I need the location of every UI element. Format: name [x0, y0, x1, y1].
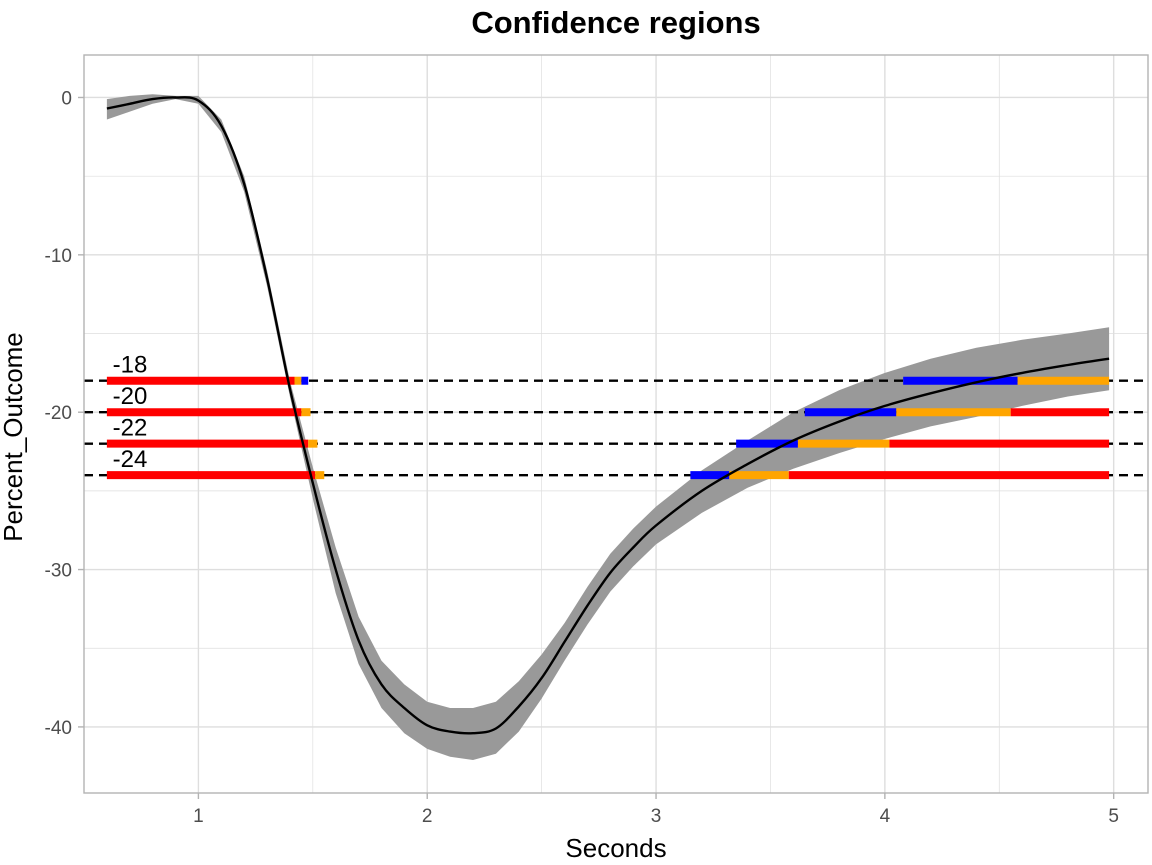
reference-line-label: -20 — [113, 383, 148, 410]
reference-line-label: -22 — [113, 415, 148, 442]
x-tick-label: 2 — [422, 806, 433, 827]
x-tick-label: 4 — [880, 806, 891, 827]
y-tick-label: 0 — [61, 88, 72, 109]
grid-layer — [83, 55, 1148, 793]
confidence-ribbon — [106, 94, 1110, 761]
y-tick-label: -10 — [45, 246, 72, 267]
curve-layer — [106, 96, 1110, 735]
x-tick-label: 1 — [193, 806, 204, 827]
y-tick-label: -20 — [45, 403, 72, 424]
x-tick-label: 5 — [1108, 806, 1119, 827]
y-tick-label: -40 — [45, 718, 72, 739]
panel-border — [83, 54, 1149, 794]
chart-title: Confidence regions — [471, 5, 760, 40]
tick-layer: 1 2 3 4 5 0 -10 -20 -30 -40 — [45, 88, 1119, 827]
reference-lines-layer: -18 -20 -22 -24 — [84, 352, 1148, 480]
y-tick-label: -30 — [45, 561, 72, 582]
x-axis-title: Seconds — [565, 833, 666, 863]
x-tick-label: 3 — [651, 806, 662, 827]
reference-line-label: -18 — [113, 352, 148, 379]
y-axis-title: Percent_Outcome — [0, 332, 28, 542]
confidence-ribbon-layer — [106, 94, 1110, 761]
estimate-line — [106, 96, 1110, 735]
reference-line-label: -24 — [113, 446, 148, 473]
